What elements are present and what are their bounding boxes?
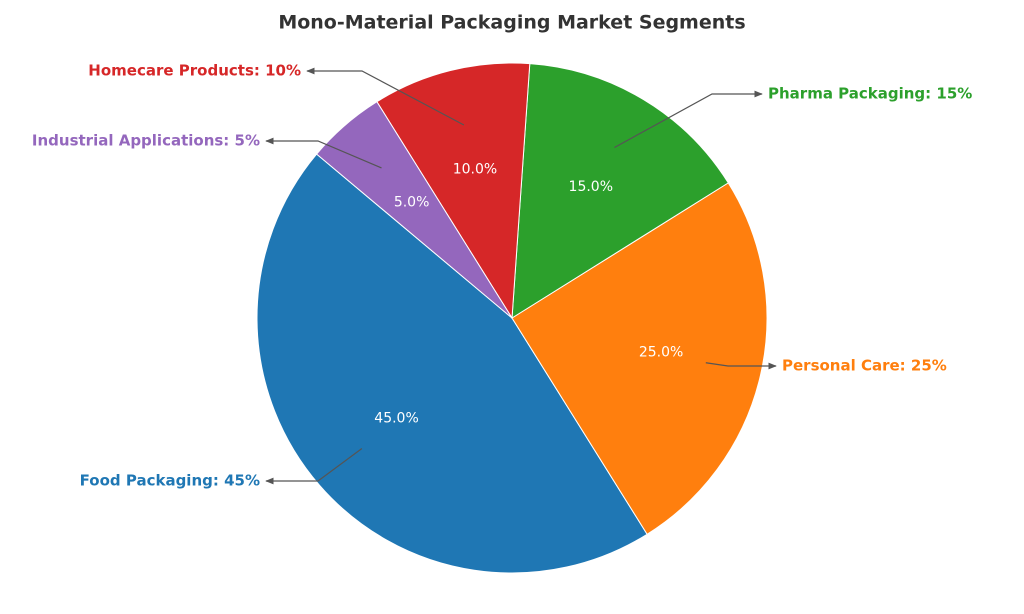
annotation-arrow — [306, 67, 465, 126]
slice-label: 15.0% — [569, 179, 613, 195]
annotation-label: Homecare Products: 10% — [88, 62, 301, 80]
pie-slice — [256, 153, 648, 574]
pie-slice — [511, 63, 729, 319]
annotation-arrow — [614, 90, 763, 149]
slice-label: 5.0% — [394, 195, 430, 211]
slice-label: 45.0% — [374, 410, 418, 426]
annotation-label: Personal Care: 25% — [782, 357, 947, 375]
annotation-label: Food Packaging: 45% — [80, 472, 260, 490]
annotation-arrow — [265, 448, 363, 485]
slice-label: 25.0% — [639, 344, 683, 360]
annotation-arrow — [705, 362, 777, 370]
pie-slice — [511, 182, 768, 535]
annotation-arrow — [265, 137, 382, 169]
slice-label: 10.0% — [453, 162, 497, 178]
annotation-label: Pharma Packaging: 15% — [768, 85, 972, 103]
pie-slice — [376, 62, 531, 320]
annotation-label: Industrial Applications: 5% — [32, 132, 260, 150]
pie-slice — [315, 101, 513, 319]
chart-title: Mono-Material Packaging Market Segments — [278, 12, 745, 34]
